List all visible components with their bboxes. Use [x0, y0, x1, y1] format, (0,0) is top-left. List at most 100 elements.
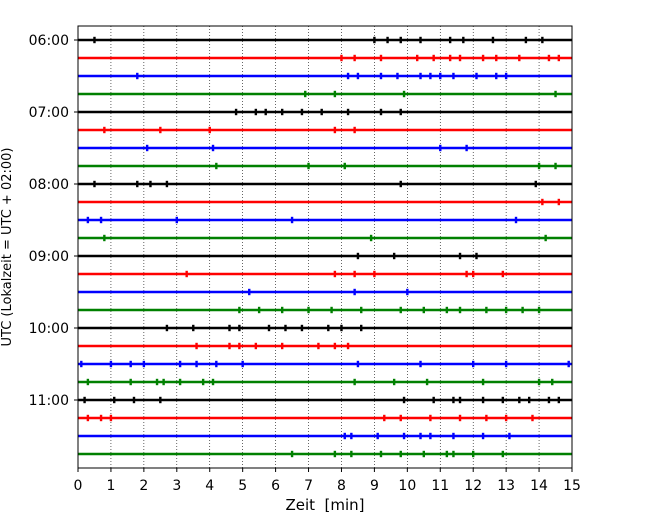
- x-tick-label: 11: [431, 478, 449, 494]
- trace-event: [228, 342, 231, 350]
- y-tick-label: 06:00: [29, 33, 69, 49]
- trace-event: [392, 378, 396, 386]
- trace-event: [537, 162, 541, 170]
- trace-row: [78, 144, 572, 152]
- trace-event: [379, 54, 383, 62]
- trace-event: [238, 324, 241, 332]
- trace-event: [343, 162, 346, 170]
- trace-event: [544, 234, 547, 242]
- x-tick-label: 7: [304, 478, 313, 494]
- trace-row: [78, 180, 572, 188]
- trace-event: [353, 288, 356, 296]
- trace-event: [129, 360, 132, 368]
- trace-event: [254, 342, 258, 350]
- trace-event: [86, 414, 90, 422]
- trace-event: [356, 360, 360, 368]
- trace-event: [93, 180, 96, 188]
- trace-event: [379, 450, 383, 458]
- trace-event: [307, 306, 310, 314]
- trace-event: [432, 396, 435, 404]
- trace-event: [485, 306, 488, 314]
- trace-event: [86, 378, 90, 386]
- trace-event: [238, 306, 241, 314]
- trace-row: [78, 198, 572, 206]
- trace-lines: [78, 36, 572, 458]
- trace-event: [369, 234, 373, 242]
- trace-event: [353, 54, 356, 62]
- trace-event: [149, 180, 152, 188]
- trace-event: [320, 108, 323, 116]
- trace-event: [514, 216, 518, 224]
- x-tick-label: 8: [337, 478, 346, 494]
- trace-event: [399, 414, 402, 422]
- trace-event: [136, 72, 139, 80]
- trace-event: [504, 306, 508, 314]
- trace-event: [228, 324, 231, 332]
- trace-event: [201, 378, 205, 386]
- trace-event: [99, 216, 103, 224]
- trace-event: [557, 54, 561, 62]
- trace-event: [458, 306, 462, 314]
- trace-event: [155, 378, 159, 386]
- trace-row: [78, 162, 572, 170]
- trace-event: [419, 36, 422, 44]
- trace-event: [379, 108, 383, 116]
- trace-event: [554, 162, 557, 170]
- trace-event: [248, 288, 251, 296]
- trace-row: [78, 270, 572, 278]
- trace-event: [472, 360, 475, 368]
- trace-event: [132, 396, 136, 404]
- trace-event: [402, 432, 406, 440]
- trace-event: [452, 396, 455, 404]
- trace-event: [445, 450, 449, 458]
- trace-event: [93, 36, 96, 44]
- y-tick-label: 11:00: [29, 393, 69, 409]
- trace-event: [508, 432, 511, 440]
- trace-event: [165, 180, 169, 188]
- x-tick-label: 14: [530, 478, 548, 494]
- trace-event: [406, 288, 409, 296]
- x-axis: 0 1 2 3 4 5 6 7 8 9 10 11 12 13 14 15: [74, 468, 581, 494]
- trace-event: [425, 378, 429, 386]
- x-tick-label: 4: [205, 478, 214, 494]
- trace-event: [304, 90, 307, 98]
- y-axis-title: UTC (Lokalzeit = UTC + 02:00): [0, 148, 15, 347]
- trace-event: [518, 396, 521, 404]
- trace-event: [360, 306, 363, 314]
- trace-event: [267, 324, 271, 332]
- trace-event: [386, 36, 389, 44]
- trace-event: [448, 54, 452, 62]
- trace-row: [78, 306, 572, 314]
- trace-event: [109, 360, 113, 368]
- trace-event: [521, 306, 524, 314]
- trace-event: [317, 342, 320, 350]
- trace-event: [518, 54, 521, 62]
- trace-event: [333, 450, 337, 458]
- trace-row: [78, 324, 572, 332]
- trace-event: [113, 396, 116, 404]
- plot-frame: [77, 25, 573, 469]
- trace-event: [165, 324, 169, 332]
- trace-event: [392, 252, 396, 260]
- trace-event: [159, 396, 162, 404]
- trace-event: [465, 144, 468, 152]
- trace-event: [501, 270, 505, 278]
- x-tick-label: 9: [370, 478, 379, 494]
- trace-row: [78, 252, 572, 260]
- x-tick-label: 6: [271, 478, 280, 494]
- trace-row: [78, 126, 572, 134]
- trace-event: [419, 432, 422, 440]
- trace-event: [373, 36, 376, 44]
- trace-event: [333, 270, 337, 278]
- x-tick-label: 0: [74, 478, 83, 494]
- trace-event: [402, 396, 406, 404]
- trace-event: [557, 198, 561, 206]
- trace-event: [399, 108, 402, 116]
- trace-event: [330, 306, 333, 314]
- trace-event: [376, 432, 379, 440]
- trace-event: [215, 360, 218, 368]
- x-tick-label: 12: [464, 478, 482, 494]
- trace-event: [300, 108, 304, 116]
- trace-event: [504, 360, 508, 368]
